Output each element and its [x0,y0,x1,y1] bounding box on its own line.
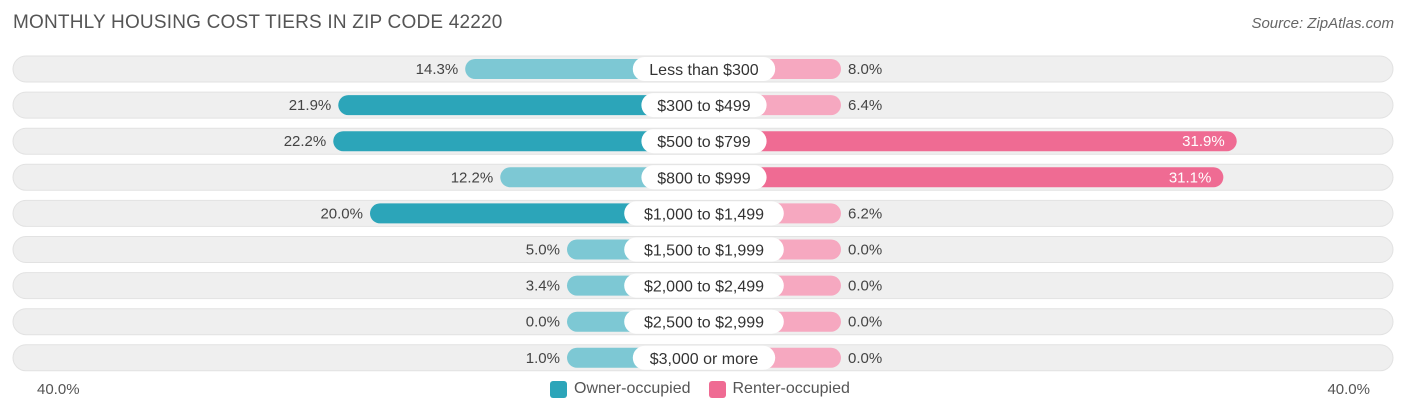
chart-svg: 14.3% 8.0% Less than $300 21.9% 6.4% $300 to … [12,55,1394,372]
category-pill [624,309,784,334]
owner-bar [370,203,704,224]
owner-value-label: 14.3% [416,61,459,78]
owner-value-label: 3.4% [526,278,560,295]
renter-value-label: 31.9% [1182,133,1225,150]
legend-swatch-renter [708,380,726,398]
renter-value-label: 6.4% [848,97,882,114]
legend: Owner-occupied Renter-occupied [550,380,868,398]
legend-item-renter[interactable]: Renter-occupied [708,380,850,398]
owner-value-label: 1.0% [526,350,560,367]
axis-left-label: 40.0% [37,381,80,398]
category-pill [624,237,784,262]
category-pill [624,201,784,226]
legend-swatch-owner [550,380,567,398]
legend-label-renter: Renter-occupied [732,380,850,397]
owner-value-label: 5.0% [526,242,560,259]
category-pill [624,273,784,298]
chart-title: MONTHLY HOUSING COST TIERS IN ZIP CODE 4… [13,12,503,33]
category-label: $800 to $999 [657,170,751,187]
owner-bar [338,95,704,116]
renter-value-label: 8.0% [848,61,882,78]
category-label: $1,000 to $1,499 [644,206,764,223]
category-pill [632,345,776,370]
source-note: Source: ZipAtlas.com [1251,15,1394,32]
category-label: $1,500 to $1,999 [644,243,764,260]
renter-bar [704,167,1224,188]
owner-bar [333,131,704,152]
renter-value-label: 31.1% [1169,169,1212,186]
axis-right-label: 40.0% [1327,381,1370,398]
renter-value-label: 6.2% [848,205,882,222]
category-pill [641,93,767,118]
owner-value-label: 12.2% [451,169,494,186]
category-label: $2,000 to $2,499 [644,279,764,296]
owner-value-label: 21.9% [289,97,332,114]
owner-value-label: 0.0% [526,314,560,331]
category-pill [641,129,767,154]
category-label: Less than $300 [649,62,759,79]
owner-value-label: 22.2% [284,133,327,150]
renter-value-label: 0.0% [848,242,882,259]
category-label: $3,000 or more [650,351,759,368]
category-pill [632,57,776,81]
owner-value-label: 20.0% [320,205,363,222]
legend-label-owner: Owner-occupied [574,380,691,397]
legend-item-owner[interactable]: Owner-occupied [550,380,691,398]
category-label: $2,500 to $2,999 [644,315,764,332]
renter-value-label: 0.0% [848,350,882,367]
renter-bar [704,131,1237,152]
category-label: $500 to $799 [657,134,751,151]
category-label: $300 to $499 [657,98,751,115]
category-pill [641,165,767,190]
renter-value-label: 0.0% [848,278,882,295]
renter-value-label: 0.0% [848,314,882,331]
